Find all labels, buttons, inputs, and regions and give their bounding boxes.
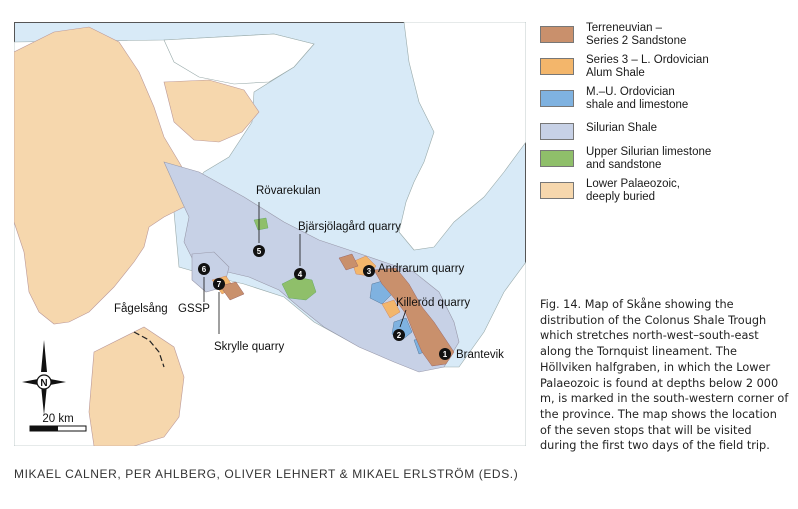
stop-6-marker[interactable]: 6 bbox=[198, 263, 210, 275]
unit-lower-palaeozoic bbox=[14, 26, 200, 325]
stop-2-number: 2 bbox=[397, 331, 402, 340]
legend-label: M.–U. Ordovician shale and limestone bbox=[586, 86, 689, 111]
legend-item-lower-palaeozoic: Lower Palaeozoic, deeply buried bbox=[540, 178, 790, 212]
stop-1-number: 1 bbox=[443, 350, 448, 359]
legend-item-ordovician: M.–U. Ordovician shale and limestone bbox=[540, 86, 790, 120]
legend-swatch bbox=[540, 182, 574, 199]
page-footer: MIKAEL CALNER, PER AHLBERG, OLIVER LEHNE… bbox=[14, 467, 519, 481]
legend-item-silurian-shale: Silurian Shale bbox=[540, 119, 790, 153]
stop-5-marker[interactable]: 5 bbox=[253, 245, 265, 257]
unit-terreneuvian-sandstone-2 bbox=[338, 253, 359, 271]
legend-swatch bbox=[540, 150, 574, 167]
land-hallandsas bbox=[163, 33, 315, 85]
unit-lower-palaeozoic-north bbox=[163, 79, 260, 143]
stop-3-marker[interactable]: 3 bbox=[363, 265, 375, 277]
map-of-skane: 1 Brantevik 2 Killeröd quarry 3 Andrarum… bbox=[14, 22, 526, 446]
stop-5-number: 5 bbox=[257, 247, 262, 256]
legend-item-upper-silurian: Upper Silurian limestone and sandstone bbox=[540, 146, 790, 180]
stop-1-label: Brantevik bbox=[456, 349, 504, 361]
hollviken-halfgraben-boundary bbox=[133, 331, 165, 368]
legend-item-alum-shale: Series 3 – L. Ordovician Alum Shale bbox=[540, 54, 790, 88]
scale-label: 20 km bbox=[42, 413, 73, 425]
legend-swatch bbox=[540, 123, 574, 140]
stop-6-label: Fågelsång bbox=[114, 303, 168, 315]
land-east bbox=[398, 22, 526, 251]
north-label: N bbox=[40, 378, 47, 389]
stop-2-leader bbox=[399, 309, 407, 328]
stop-3-label: Andrarum quarry bbox=[378, 263, 465, 275]
legend-swatch bbox=[540, 26, 574, 43]
stop-1-marker[interactable]: 1 bbox=[439, 348, 451, 360]
legend-item-terreneuvian: Terreneuvian – Series 2 Sandstone bbox=[540, 22, 790, 56]
unit-terreneuvian-sandstone-3 bbox=[219, 281, 245, 301]
legend-swatch bbox=[540, 90, 574, 107]
unit-terreneuvian-sandstone bbox=[373, 267, 455, 367]
stop-3-number: 3 bbox=[367, 267, 372, 276]
legend-label: Upper Silurian limestone and sandstone bbox=[586, 146, 712, 171]
legend-label: Series 3 – L. Ordovician Alum Shale bbox=[586, 54, 709, 79]
figure-caption: Fig. 14. Map of Skåne showing the distri… bbox=[540, 298, 789, 453]
stop-7-label: Skrylle quarry bbox=[214, 341, 285, 353]
stop-4-label: Bjärsjölagård quarry bbox=[298, 221, 401, 233]
legend-label: Terreneuvian – Series 2 Sandstone bbox=[586, 22, 687, 47]
stop-7-marker[interactable]: 7 bbox=[213, 278, 225, 290]
legend-label: Lower Palaeozoic, deeply buried bbox=[586, 178, 680, 203]
stop-7-number: 7 bbox=[217, 280, 222, 289]
stop-4-number: 4 bbox=[298, 270, 303, 279]
unit-alum-shale-2 bbox=[381, 299, 401, 319]
gssp-label: GSSP bbox=[178, 303, 210, 315]
stop-6-number: 6 bbox=[202, 265, 207, 274]
stop-5-label: Rövarekulan bbox=[256, 185, 321, 197]
north-arrow: N bbox=[22, 340, 66, 415]
unit-upper-silurian-2 bbox=[253, 217, 269, 231]
stop-2-label: Killeröd quarry bbox=[396, 297, 470, 309]
scale-bar: 20 km bbox=[29, 413, 87, 432]
stop-4-marker[interactable]: 4 bbox=[294, 268, 306, 280]
legend-label: Silurian Shale bbox=[586, 122, 657, 134]
legend-swatch bbox=[540, 58, 574, 75]
stop-2-marker[interactable]: 2 bbox=[393, 329, 405, 341]
